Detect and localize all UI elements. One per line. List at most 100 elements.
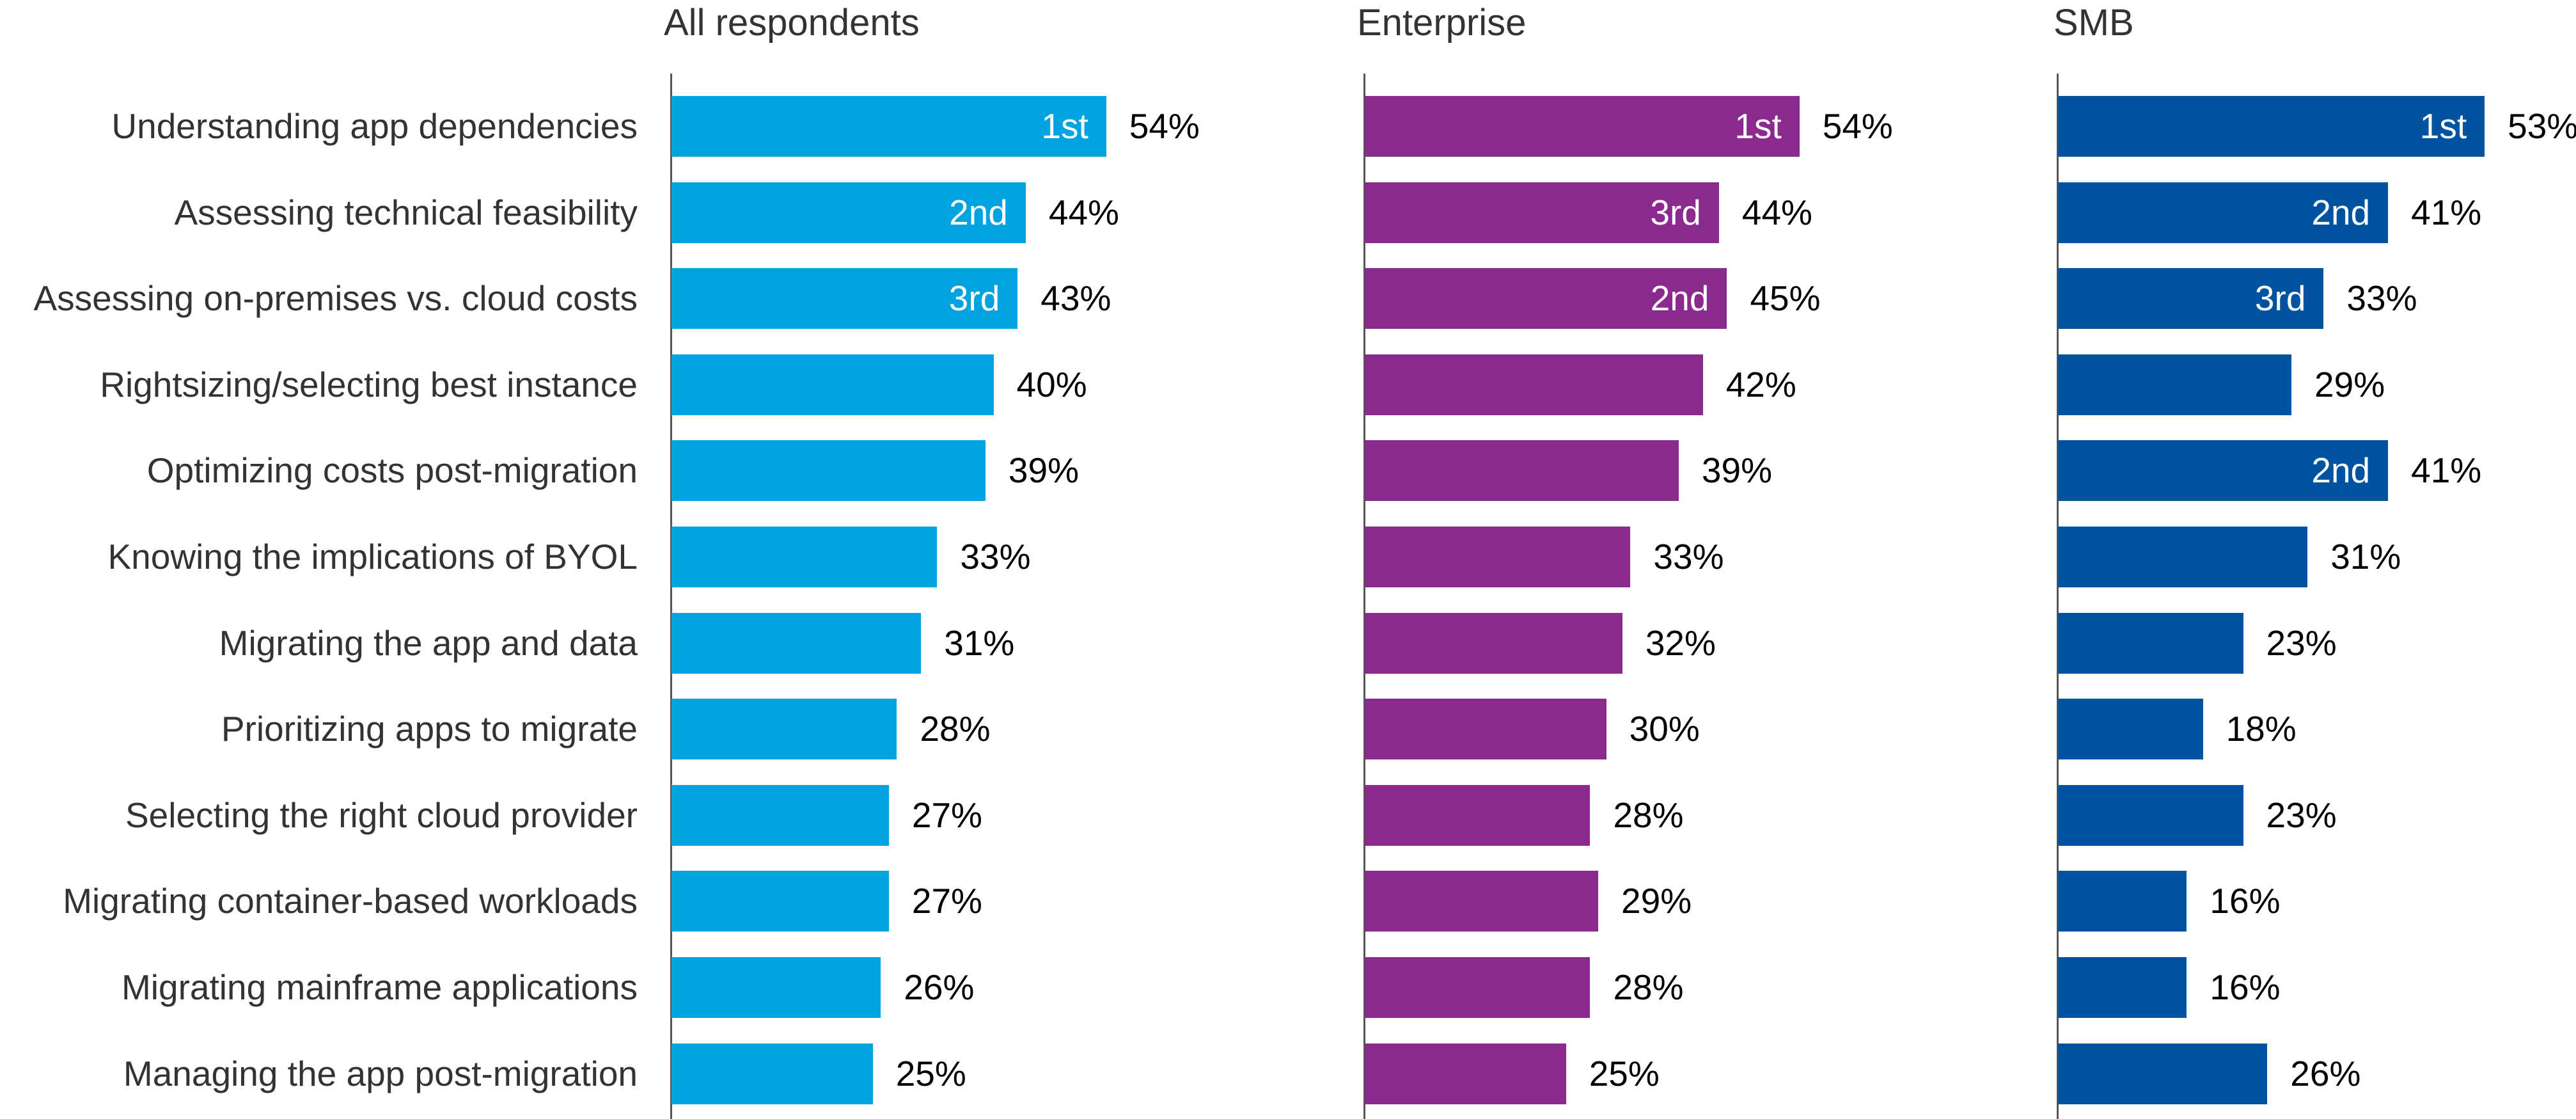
value-label: 32% (1645, 623, 1716, 663)
bar (671, 268, 1018, 329)
bar (1365, 182, 1719, 243)
bar (671, 784, 889, 846)
category-label: Knowing the implications of BYOL (107, 537, 638, 576)
bar (2058, 612, 2243, 674)
value-label: 44% (1048, 192, 1119, 232)
bar (2058, 784, 2243, 846)
rank-label: 3rd (2254, 278, 2306, 319)
category-label: Migrating mainframe applications (121, 967, 638, 1007)
bar (1365, 612, 1622, 674)
category-label: Migrating container-based workloads (63, 881, 638, 921)
value-label: 25% (1589, 1053, 1660, 1093)
value-label: 28% (1613, 967, 1684, 1007)
bar (671, 871, 889, 932)
value-label: 40% (1016, 364, 1087, 404)
value-label: 16% (2210, 881, 2281, 921)
category-label: Assessing technical feasibility (174, 192, 638, 232)
rank-label: 1st (1734, 106, 1782, 146)
value-label: 30% (1629, 709, 1700, 749)
rank-label: 3rd (948, 278, 1000, 319)
category-label: Understanding app dependencies (111, 106, 638, 146)
axis-line (1363, 74, 1365, 1119)
value-label: 54% (1129, 106, 1200, 146)
panel-title: All respondents (664, 2, 920, 44)
bar (1365, 699, 1606, 760)
value-label: 41% (2411, 450, 2482, 491)
category-label: Assessing on-premises vs. cloud costs (33, 278, 638, 319)
value-label: 43% (1041, 278, 1111, 319)
value-label: 29% (2314, 364, 2385, 404)
value-label: 26% (2290, 1053, 2361, 1093)
bar (671, 354, 994, 415)
bar (671, 1043, 873, 1104)
bar (2058, 957, 2187, 1018)
value-label: 39% (1701, 450, 1773, 491)
panel-title: SMB (2054, 2, 2134, 44)
value-label: 31% (2330, 537, 2401, 576)
value-label: 29% (1621, 881, 1692, 921)
rank-label: 2nd (949, 192, 1008, 232)
value-label: 27% (911, 881, 982, 921)
bar (2058, 871, 2187, 932)
bar (1365, 354, 1703, 415)
value-label: 28% (920, 709, 991, 749)
bar (671, 699, 897, 760)
bar (671, 527, 938, 587)
value-label: 54% (1822, 106, 1893, 146)
bar (1365, 268, 1727, 329)
bar (671, 182, 1026, 243)
panel-title: Enterprise (1357, 2, 1527, 44)
bar (1365, 871, 1599, 932)
value-label: 53% (2508, 106, 2576, 146)
bar (2058, 440, 2389, 502)
value-label: 16% (2210, 967, 2281, 1007)
value-label: 33% (2346, 278, 2417, 319)
bar (2058, 699, 2203, 760)
bar (1365, 440, 1679, 502)
category-label: Managing the app post-migration (123, 1053, 638, 1093)
bar (2058, 268, 2324, 329)
value-label: 41% (2411, 192, 2482, 232)
value-label: 44% (1741, 192, 1812, 232)
value-label: 45% (1750, 278, 1821, 319)
value-label: 39% (1008, 450, 1080, 491)
bar (1365, 957, 1590, 1018)
axis-line (2057, 74, 2059, 1119)
value-label: 33% (1653, 537, 1724, 576)
value-label: 42% (1725, 364, 1796, 404)
bar (2058, 1043, 2268, 1104)
category-label: Migrating the app and data (219, 623, 638, 663)
value-label: 28% (1613, 795, 1684, 835)
bar (1365, 1043, 1566, 1104)
rank-label: 3rd (1650, 192, 1701, 232)
bar (1365, 96, 1800, 157)
bar (671, 96, 1106, 157)
bar (2058, 527, 2308, 587)
bar (1365, 784, 1590, 846)
bar (671, 957, 881, 1018)
bar (2058, 354, 2292, 415)
value-label: 26% (904, 967, 975, 1007)
bar (1365, 527, 1631, 587)
bar (2058, 182, 2389, 243)
axis-line (670, 74, 672, 1119)
rank-label: 1st (1041, 106, 1088, 146)
category-label: Optimizing costs post-migration (146, 450, 638, 491)
category-label: Selecting the right cloud provider (125, 795, 638, 835)
bar (671, 612, 922, 674)
rank-label: 2nd (1650, 278, 1709, 319)
rank-label: 1st (2419, 106, 2467, 146)
value-label: 18% (2226, 709, 2297, 749)
rank-label: 2nd (2311, 192, 2371, 232)
value-label: 25% (895, 1053, 966, 1093)
value-label: 23% (2266, 795, 2337, 835)
value-label: 33% (960, 537, 1031, 576)
rank-label: 2nd (2311, 450, 2371, 491)
value-label: 23% (2266, 623, 2337, 663)
value-label: 27% (911, 795, 982, 835)
bar (671, 440, 986, 502)
category-label: Prioritizing apps to migrate (221, 709, 638, 749)
bar (2058, 96, 2485, 157)
category-label: Rightsizing/selecting best instance (100, 364, 638, 404)
value-label: 31% (944, 623, 1015, 663)
